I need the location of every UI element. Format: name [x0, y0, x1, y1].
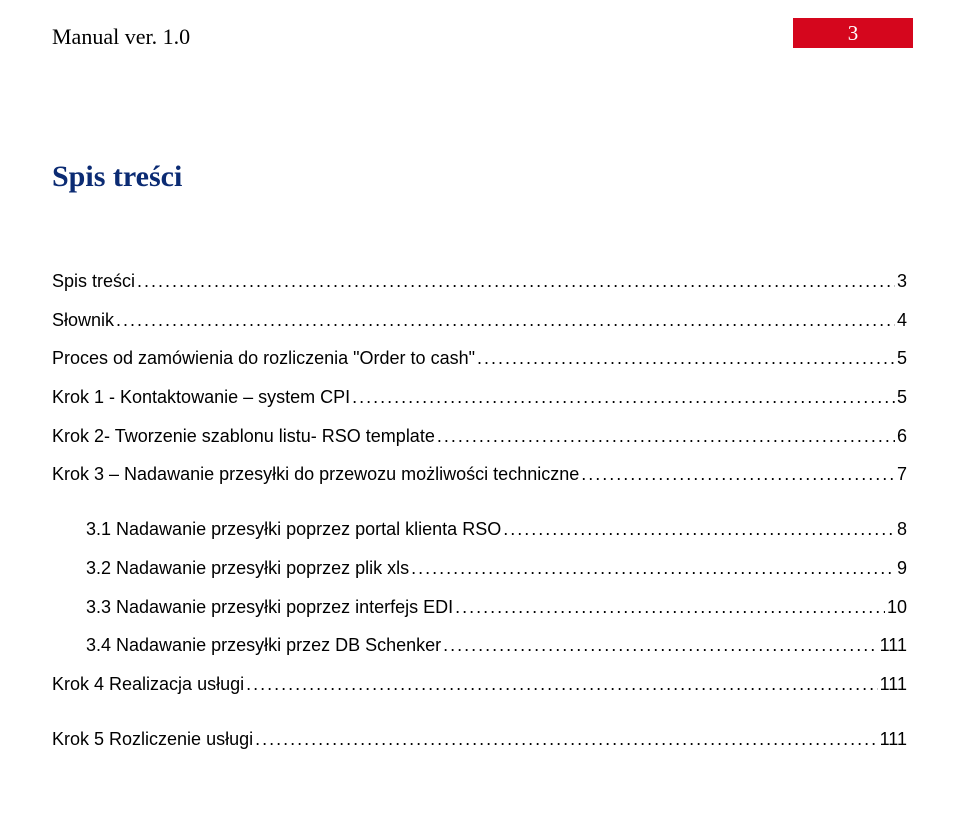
toc-entry[interactable]: Krok 2- Tworzenie szablonu listu- RSO te…	[52, 417, 907, 456]
toc-page: 5	[897, 378, 907, 417]
toc-label: 3.1 Nadawanie przesyłki poprzez portal k…	[86, 510, 501, 549]
document-page: Manual ver. 1.0 3 Spis treści Spis treśc…	[0, 0, 959, 818]
toc-label: 3.2 Nadawanie przesyłki poprzez plik xls	[86, 549, 409, 588]
toc-page: 10	[887, 588, 907, 627]
toc-page: 111	[880, 720, 907, 759]
toc-leader	[581, 455, 895, 494]
toc-leader	[137, 262, 895, 301]
toc-leader	[455, 588, 885, 627]
toc-leader	[477, 339, 895, 378]
toc-leader	[437, 417, 895, 456]
toc-page: 5	[897, 339, 907, 378]
toc-label: Krok 5 Rozliczenie usługi	[52, 720, 253, 759]
toc-label: Słownik	[52, 301, 114, 340]
toc-label: Krok 1 - Kontaktowanie – system CPI	[52, 378, 350, 417]
toc-entry[interactable]: Słownik 4	[52, 301, 907, 340]
toc-leader	[246, 665, 878, 704]
toc-leader	[503, 510, 895, 549]
toc-label: Spis treści	[52, 262, 135, 301]
toc-label: 3.4 Nadawanie przesyłki przez DB Schenke…	[86, 626, 441, 665]
toc-page: 6	[897, 417, 907, 456]
toc-entry[interactable]: 3.3 Nadawanie przesyłki poprzez interfej…	[52, 588, 907, 627]
page-title: Spis treści	[52, 160, 907, 194]
header: Manual ver. 1.0 3	[52, 18, 907, 50]
toc-leader	[255, 720, 878, 759]
toc-label: 3.3 Nadawanie przesyłki poprzez interfej…	[86, 588, 453, 627]
toc-leader	[411, 549, 895, 588]
table-of-contents: Spis treści 3 Słownik 4 Proces od zamówi…	[52, 262, 907, 758]
toc-entry[interactable]: Spis treści 3	[52, 262, 907, 301]
toc-label: Krok 4 Realizacja usługi	[52, 665, 244, 704]
toc-label: Proces od zamówienia do rozliczenia "Ord…	[52, 339, 475, 378]
toc-page: 3	[897, 262, 907, 301]
toc-page: 7	[897, 455, 907, 494]
toc-entry[interactable]: Krok 1 - Kontaktowanie – system CPI 5	[52, 378, 907, 417]
toc-page: 111	[880, 665, 907, 704]
toc-label: Krok 3 – Nadawanie przesyłki do przewozu…	[52, 455, 579, 494]
toc-leader	[352, 378, 895, 417]
toc-page: 9	[897, 549, 907, 588]
toc-entry[interactable]: Proces od zamówienia do rozliczenia "Ord…	[52, 339, 907, 378]
toc-leader	[116, 301, 895, 340]
toc-label: Krok 2- Tworzenie szablonu listu- RSO te…	[52, 417, 435, 456]
toc-leader	[443, 626, 877, 665]
toc-page: 4	[897, 301, 907, 340]
toc-entry[interactable]: 3.1 Nadawanie przesyłki poprzez portal k…	[52, 510, 907, 549]
toc-entry[interactable]: Krok 5 Rozliczenie usługi 111	[52, 720, 907, 759]
page-number-badge: 3	[793, 18, 913, 48]
toc-page: 111	[880, 626, 907, 665]
toc-entry[interactable]: Krok 4 Realizacja usługi 111	[52, 665, 907, 704]
toc-entry[interactable]: 3.2 Nadawanie przesyłki poprzez plik xls…	[52, 549, 907, 588]
manual-version-text: Manual ver. 1.0	[52, 24, 190, 50]
toc-entry[interactable]: 3.4 Nadawanie przesyłki przez DB Schenke…	[52, 626, 907, 665]
toc-entry[interactable]: Krok 3 – Nadawanie przesyłki do przewozu…	[52, 455, 907, 494]
toc-page: 8	[897, 510, 907, 549]
